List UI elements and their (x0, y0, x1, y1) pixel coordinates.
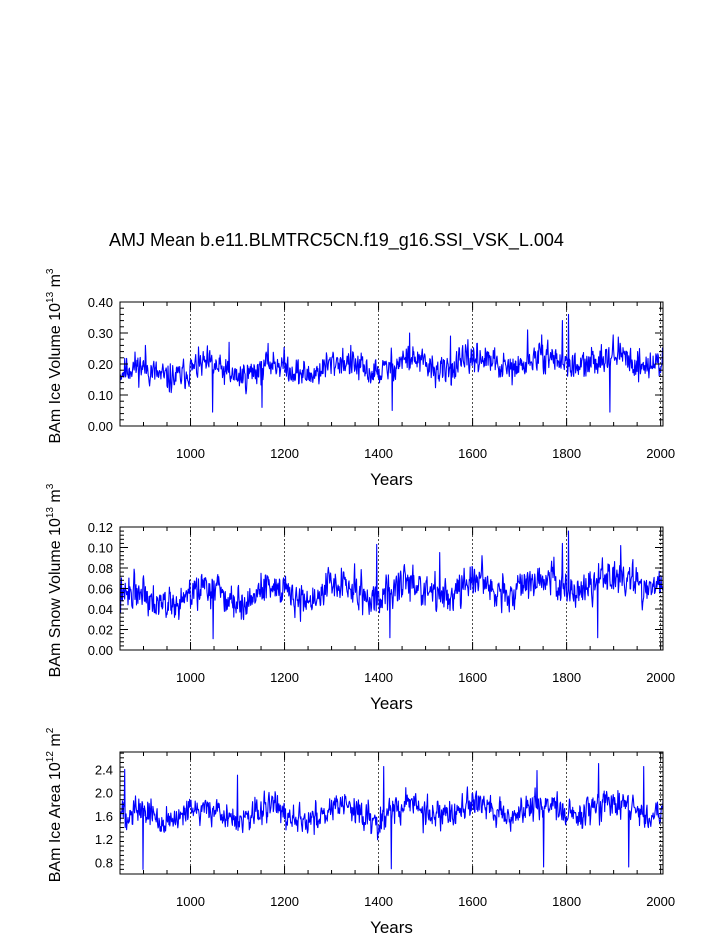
x-tick-label: 1600 (458, 446, 487, 461)
y-label-exp: 13 (45, 507, 56, 519)
x-axis-label: Years (370, 470, 413, 489)
y-tick-label: 1.2 (95, 832, 113, 847)
x-tick-label: 2000 (646, 670, 675, 685)
chart-title: AMJ Mean b.e11.BLMTRC5CN.f19_g16.SSI_VSK… (109, 230, 564, 251)
y-tick-label: 0.8 (95, 855, 113, 870)
x-axis-label: Years (370, 694, 413, 713)
x-tick-label: 1800 (552, 894, 581, 909)
y-tick-label: 0.02 (88, 623, 113, 638)
x-tick-label: 2000 (646, 446, 675, 461)
y-tick-label: 2.4 (95, 762, 113, 777)
y-tick-label: 1.6 (95, 809, 113, 824)
y-axis-label: BAm Ice Volume 1013 m3 (45, 268, 64, 443)
y-label-unit-exp: 3 (45, 483, 56, 489)
y-label-base: BAm Ice Area 10 (47, 762, 64, 882)
data-series-line (119, 530, 664, 640)
panel-snow-volume: 1000 1200 1400 1600 1800 2000 0.00 0.02 0.04 0.06… (45, 483, 675, 713)
x-tick-label: 1800 (552, 670, 581, 685)
y-axis-label: BAm Ice Area 1012 m2 (45, 727, 64, 882)
y-tick-label: 0.40 (88, 295, 113, 310)
x-tick-label: 1800 (552, 446, 581, 461)
y-axis-label: BAm Snow Volume 1013 m3 (45, 483, 64, 677)
x-tick-label: 2000 (646, 894, 675, 909)
y-label-base: BAm Ice Volume 10 (47, 303, 64, 444)
plot-frame (119, 751, 664, 875)
y-tick-label: 2.0 (95, 786, 113, 801)
y-label-base: BAm Snow Volume 10 (47, 518, 64, 677)
panel-ice-area: 1000 1200 1400 1600 1800 2000 0.8 1.2 1.6 2.0 2.4 Y… (45, 727, 675, 935)
y-label-unit-exp: 2 (45, 727, 56, 733)
x-tick-label: 1200 (270, 670, 299, 685)
y-label-unit-exp: 3 (45, 268, 56, 274)
x-tick-label: 1000 (176, 670, 205, 685)
x-tick-label: 1400 (364, 446, 393, 461)
y-label-unit: m (47, 274, 64, 292)
y-tick-label: 0.20 (88, 357, 113, 372)
y-tick-label: 0.10 (88, 388, 113, 403)
x-axis-label: Years (370, 918, 413, 935)
x-tick-label: 1400 (364, 894, 393, 909)
x-tick-label: 1600 (458, 894, 487, 909)
y-tick-label: 0.10 (88, 541, 113, 556)
y-tick-label: 0.08 (88, 561, 113, 576)
data-series-line (119, 763, 664, 870)
y-label-unit: m (47, 489, 64, 507)
y-tick-label: 0.06 (88, 582, 113, 597)
y-tick-label: 0.12 (88, 520, 113, 535)
y-label-exp: 13 (45, 291, 56, 303)
y-tick-label: 0.00 (88, 419, 113, 434)
y-label-exp: 12 (45, 751, 56, 763)
x-tick-label: 1400 (364, 670, 393, 685)
panel-ice-volume: 1000 1200 1400 1600 1800 2000 0.00 0.10 0.20 0.30… (45, 268, 675, 489)
data-series-line (119, 313, 664, 413)
x-tick-label: 1200 (270, 446, 299, 461)
y-tick-label: 0.00 (88, 643, 113, 658)
y-tick-label: 0.30 (88, 326, 113, 341)
x-tick-label: 1000 (176, 446, 205, 461)
y-label-unit: m (47, 733, 64, 751)
x-tick-label: 1200 (270, 894, 299, 909)
x-tick-label: 1600 (458, 670, 487, 685)
x-tick-label: 1000 (176, 894, 205, 909)
y-tick-label: 0.04 (88, 602, 113, 617)
